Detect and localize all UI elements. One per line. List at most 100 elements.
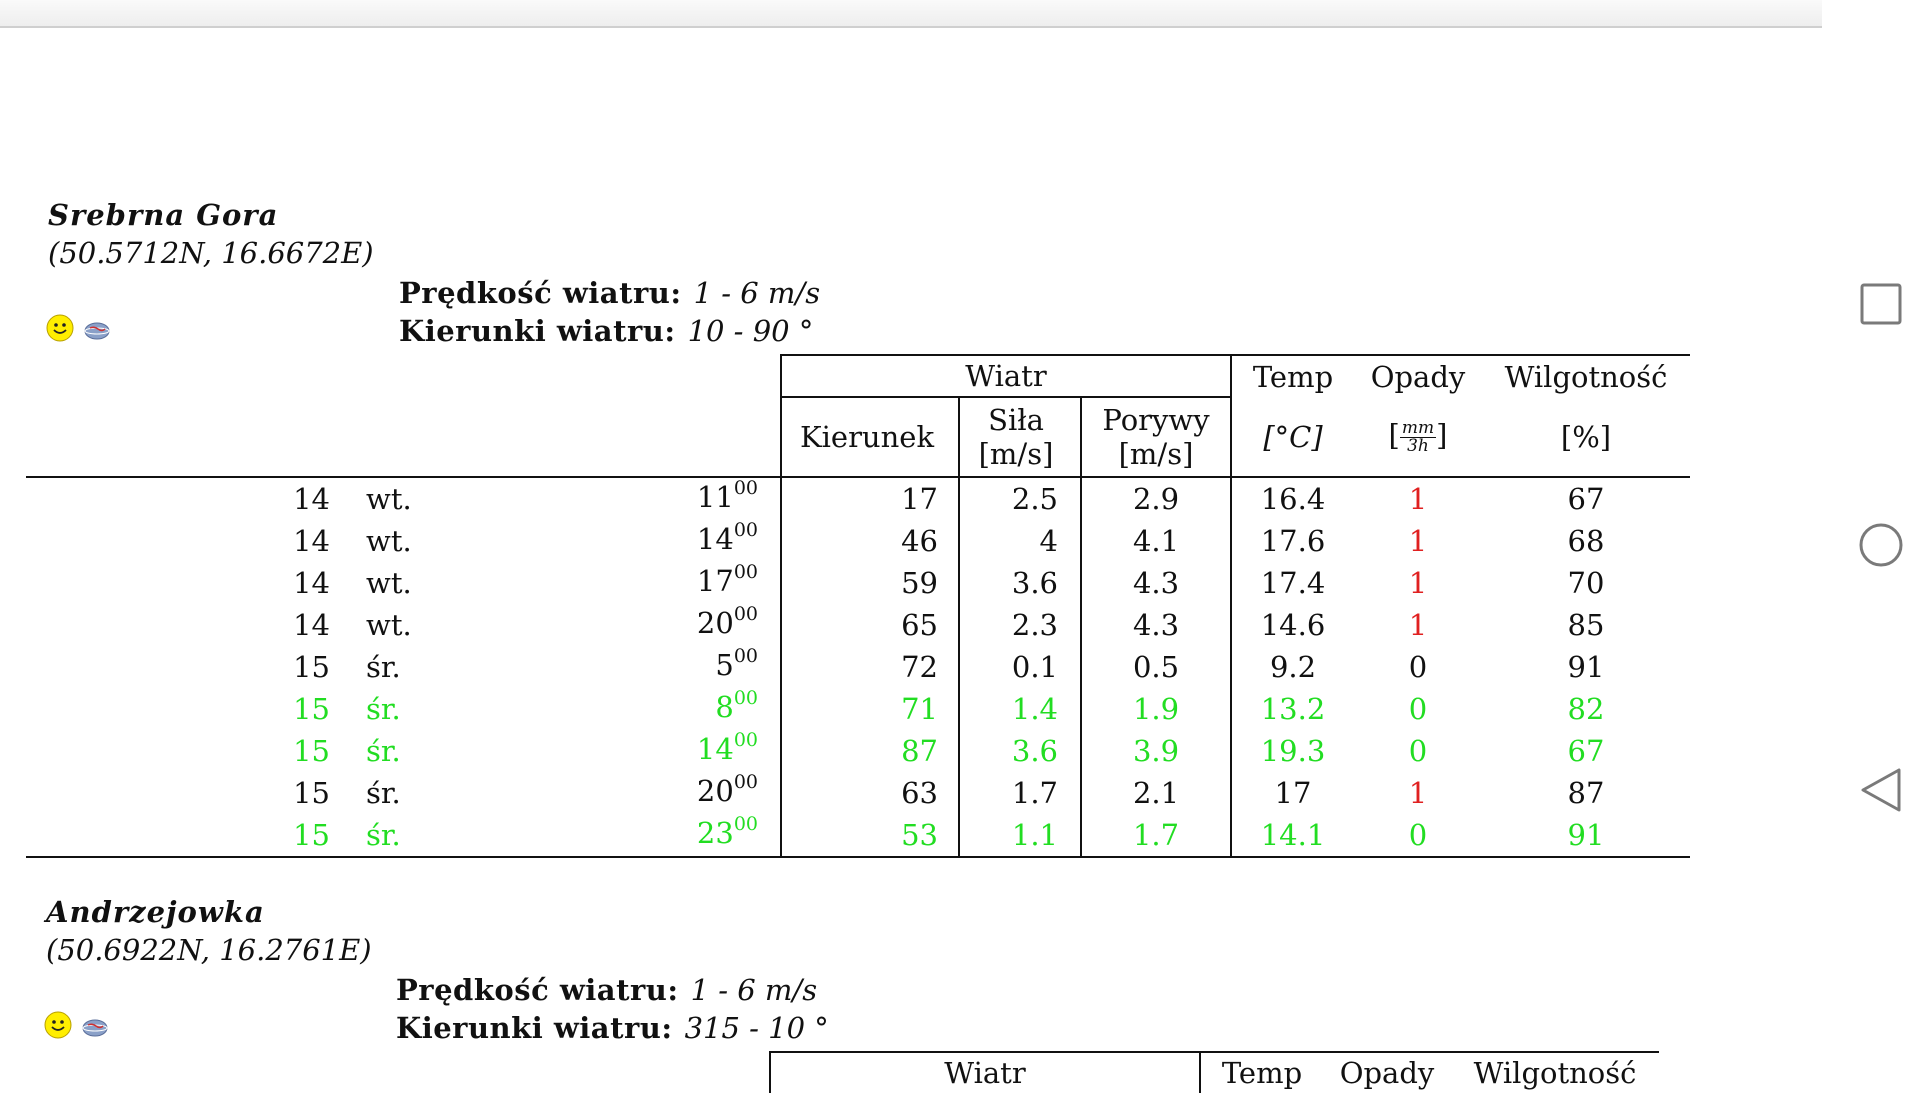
header-opady: Opady <box>1354 354 1482 397</box>
header-wilgotnosc-unit: [%] <box>1482 397 1690 478</box>
day-cell: 14 <box>293 566 330 600</box>
wind-speed-cell: 1.4 <box>958 688 1081 730</box>
forecast-table: Wiatr Temp Opady Wilgotność Kierunek Sił… <box>26 354 1690 858</box>
rain-cell: 0 <box>1408 734 1428 768</box>
header-temp: Temp <box>1199 1051 1323 1093</box>
wind-dirs-label: Kierunki wiatru: <box>399 314 676 348</box>
header-porywy-unit: [m/s] <box>1118 437 1194 471</box>
back-button[interactable] <box>1858 767 1904 813</box>
weekday-cell: śr. <box>366 650 401 684</box>
station-coordinates: (50.5712N, 16.6672E) <box>48 236 374 270</box>
humidity-cell: 67 <box>1567 734 1605 768</box>
station-section: Andrzejowka (50.6922N, 16.2761E) Prędkoś… <box>0 895 1780 1093</box>
temperature-cell: 17.4 <box>1230 562 1354 604</box>
direction-cell: 72 <box>780 646 959 688</box>
wind-speed-cell: 2.5 <box>958 477 1081 520</box>
gusts-cell: 3.9 <box>1080 730 1231 772</box>
header-wiatr: Wiatr <box>769 1051 1200 1093</box>
header-opady: Opady <box>1323 1051 1451 1093</box>
wind-speed-cell: 0.1 <box>958 646 1081 688</box>
rain-cell: 0 <box>1354 814 1482 858</box>
table-row: 14 wt. 1700 59 3.6 4.3 17.4 1 70 <box>26 561 1690 604</box>
wind-speed-cell: 3.6 <box>958 730 1081 772</box>
day-cell: 15 <box>293 692 330 726</box>
temperature-cell: 16.4 <box>1230 477 1354 520</box>
temperature-cell: 14.1 <box>1230 814 1354 858</box>
wind-speed-value: 1 - 6 m/s <box>690 973 818 1007</box>
day-cell: 15 <box>293 734 330 768</box>
wind-speed-cell: 1.1 <box>958 814 1081 858</box>
rain-cell: 1 <box>1408 608 1428 642</box>
hour-cell: 1400 <box>696 519 758 556</box>
weekday-cell: wt. <box>366 608 412 642</box>
recents-icon <box>1860 283 1902 325</box>
wind-dirs-value: 315 - 10 ° <box>684 1011 829 1045</box>
weekday-cell: śr. <box>366 734 401 768</box>
wind-dirs-value: 10 - 90 ° <box>687 314 814 348</box>
station-name: Srebrna Gora <box>48 198 279 232</box>
day-cell: 15 <box>293 650 330 684</box>
direction-cell: 59 <box>780 562 959 604</box>
gusts-cell: 2.9 <box>1080 477 1231 520</box>
direction-cell: 46 <box>780 520 959 562</box>
gusts-cell: 0.5 <box>1080 646 1231 688</box>
hour-cell: 2300 <box>670 813 781 858</box>
header-wilgotnosc: Wilgotność <box>1482 354 1690 397</box>
direction-cell: 71 <box>780 688 959 730</box>
weekday-cell: wt. <box>366 524 412 558</box>
wind-speed-cell: 1.7 <box>958 772 1081 814</box>
smiley-icon[interactable] <box>46 314 74 342</box>
globe-icon[interactable] <box>82 1019 108 1037</box>
recents-button[interactable] <box>1858 281 1904 327</box>
gusts-cell: 4.3 <box>1080 604 1231 646</box>
rain-cell: 1 <box>1408 524 1428 558</box>
table-row: 15 śr. 800 71 1.4 1.9 13.2 0 82 <box>26 687 1690 730</box>
header-opady-unit: [mm 3h] <box>1354 397 1482 478</box>
header-kierunek: Kierunek <box>780 396 959 478</box>
humidity-cell: 82 <box>1567 692 1605 726</box>
table-row: 15 śr. 2000 63 1.7 2.1 17 1 87 <box>26 771 1690 814</box>
direction-cell: 53 <box>780 814 959 858</box>
humidity-cell: 87 <box>1567 776 1605 810</box>
humidity-cell: 91 <box>1482 814 1690 858</box>
rain-cell: 1 <box>1408 482 1428 516</box>
gusts-cell: 4.3 <box>1080 562 1231 604</box>
day-cell: 14 <box>293 482 330 516</box>
rain-cell: 0 <box>1408 650 1428 684</box>
header-temp-unit: [°C] <box>1263 419 1323 454</box>
rain-cell: 1 <box>1408 776 1428 810</box>
table-row: 14 wt. 1400 46 4 4.1 17.6 1 68 <box>26 519 1690 562</box>
direction-cell: 65 <box>780 604 959 646</box>
temperature-cell: 17.6 <box>1230 520 1354 562</box>
header-sila: Siła <box>988 403 1044 437</box>
wind-params: Prędkość wiatru: 1 - 6 m/s Kierunki wiatr… <box>399 274 820 350</box>
day-cell: 14 <box>293 524 330 558</box>
hour-cell: 1100 <box>696 477 758 514</box>
table-row: 15 śr. 500 72 0.1 0.5 9.2 0 91 <box>26 645 1690 688</box>
wind-speed-label: Prędkość wiatru: <box>396 973 679 1007</box>
station-section: Srebrna Gora (50.5712N, 16.6672E) Prędko… <box>0 198 1780 858</box>
temperature-cell: 17 <box>1230 772 1354 814</box>
smiley-icon[interactable] <box>44 1011 72 1039</box>
gusts-cell: 1.9 <box>1080 688 1231 730</box>
humidity-cell: 70 <box>1567 566 1605 600</box>
hour-cell: 500 <box>715 645 758 682</box>
browser-top-bar <box>0 0 1822 28</box>
hour-cell: 2000 <box>696 603 758 640</box>
weekday-cell: śr. <box>348 814 670 858</box>
globe-icon[interactable] <box>84 322 110 340</box>
direction-cell: 17 <box>780 477 959 520</box>
hour-cell: 2000 <box>696 771 758 808</box>
home-button[interactable] <box>1858 522 1904 568</box>
table-row: 14 wt. 2000 65 2.3 4.3 14.6 1 85 <box>26 603 1690 646</box>
header-temp: Temp <box>1230 354 1354 397</box>
header-wilgotnosc: Wilgotność <box>1451 1051 1659 1093</box>
day-cell: 15 <box>293 776 330 810</box>
wind-speed-cell: 4 <box>958 520 1081 562</box>
header-sila-unit: [m/s] <box>978 437 1054 471</box>
gusts-cell: 1.7 <box>1080 814 1231 858</box>
wind-params: Prędkość wiatru: 1 - 6 m/s Kierunki wiatr… <box>396 971 829 1047</box>
hour-cell: 1700 <box>696 561 758 598</box>
temperature-cell: 19.3 <box>1230 730 1354 772</box>
home-icon <box>1859 523 1903 567</box>
